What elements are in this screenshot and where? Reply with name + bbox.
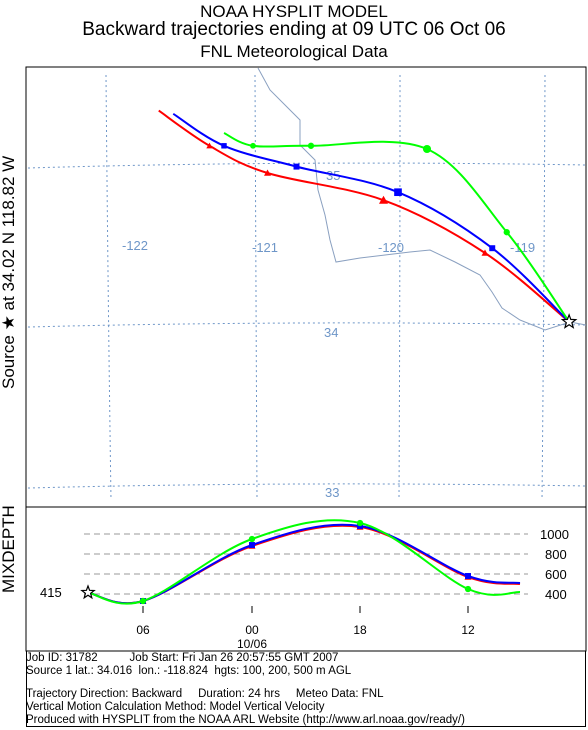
x-label-06: 06 xyxy=(136,623,150,637)
footer-direction-line: Trajectory Direction: Backward Duration:… xyxy=(26,688,384,700)
x-label-18: 18 xyxy=(353,623,367,637)
y-label-400: 400 xyxy=(545,587,567,602)
trajectory-line-1 xyxy=(172,112,570,323)
trajectory-series xyxy=(158,109,578,329)
trajectory-title: Backward trajectories ending at 09 UTC 0… xyxy=(82,19,506,40)
mixdepth-marker-2-2 xyxy=(248,535,256,543)
trajectory-marker-1-2 xyxy=(489,245,496,252)
model-title: NOAA HYSPLIT MODEL xyxy=(200,2,388,21)
trajectory-marker-1-1 xyxy=(394,188,402,197)
y-label-800: 800 xyxy=(545,547,567,562)
meteo-data-title: FNL Meteorological Data xyxy=(200,42,388,61)
mixdepth-marker-1-2 xyxy=(249,542,255,548)
trajectory-marker-2-2 xyxy=(503,229,510,236)
mixdepth-marker-2-3 xyxy=(356,519,364,527)
lon-label-122: -122 xyxy=(122,238,148,253)
x-label-12: 12 xyxy=(461,623,475,637)
mixdepth-line-1 xyxy=(87,523,521,605)
trajectory-tail-marker-1 xyxy=(221,143,227,149)
mixdepth-marker-2-4 xyxy=(464,585,472,593)
mixdepth-marker-1-4 xyxy=(465,573,471,579)
mixdepth-line-2 xyxy=(87,519,521,605)
mixdepth-frame xyxy=(25,506,587,652)
footer-box xyxy=(26,651,586,727)
parallel-35 xyxy=(27,162,587,169)
coastline xyxy=(257,67,587,331)
x-label-00: 00 xyxy=(245,623,259,637)
lon-label-121: -121 xyxy=(252,240,278,255)
mixdepth-labels: 1000 800 600 400 415 06 00 10/06 18 12 xyxy=(40,527,569,651)
meridian-119 xyxy=(541,74,546,501)
trajectory-marker-2-0 xyxy=(307,142,315,149)
y-label-1000: 1000 xyxy=(540,527,569,542)
footer-vertical-motion-line: Vertical Motion Calculation Method: Mode… xyxy=(26,701,325,713)
trajectory-marker-0-1 xyxy=(379,195,388,204)
footer-source-line: Source 1 lat.: 34.016 lon.: -118.824 hgt… xyxy=(26,665,352,677)
meridian-120 xyxy=(398,74,401,501)
lat-label-34: 34 xyxy=(324,325,338,340)
mixdepth-marker-2-1 xyxy=(139,597,147,605)
mixdepth-line-0 xyxy=(87,524,521,605)
footer-job-line: Job ID: 31782 Job Start: Fri Jan 26 20:5… xyxy=(26,652,339,664)
map-labels: -122 -121 -120 -119 35 34 33 xyxy=(122,168,535,500)
lon-label-120: -120 xyxy=(378,240,404,255)
meridian-122 xyxy=(105,74,112,501)
trajectory-marker-2-1 xyxy=(422,144,432,154)
map-graticule xyxy=(27,74,587,501)
start-value-label: 415 xyxy=(40,585,62,600)
parallel-34 xyxy=(27,322,587,328)
meridian-121 xyxy=(254,74,258,501)
y-label-600: 600 xyxy=(545,567,567,582)
footer-produced-line: Produced with HYSPLIT from the NOAA ARL … xyxy=(26,714,465,726)
trajectory-tail-marker-2 xyxy=(250,142,256,149)
x-date-label: 10/06 xyxy=(237,637,267,651)
trajectory-marker-0-2 xyxy=(481,249,489,256)
source-star xyxy=(560,313,578,329)
trajectory-tail-marker-0 xyxy=(206,142,213,149)
lat-label-33: 33 xyxy=(325,485,339,500)
mixdepth-source-star xyxy=(80,584,96,600)
parallel-33 xyxy=(27,483,587,489)
trajectory-marker-1-0 xyxy=(293,163,300,170)
trajectory-marker-0-0 xyxy=(264,169,271,176)
mixdepth-series xyxy=(80,519,521,605)
